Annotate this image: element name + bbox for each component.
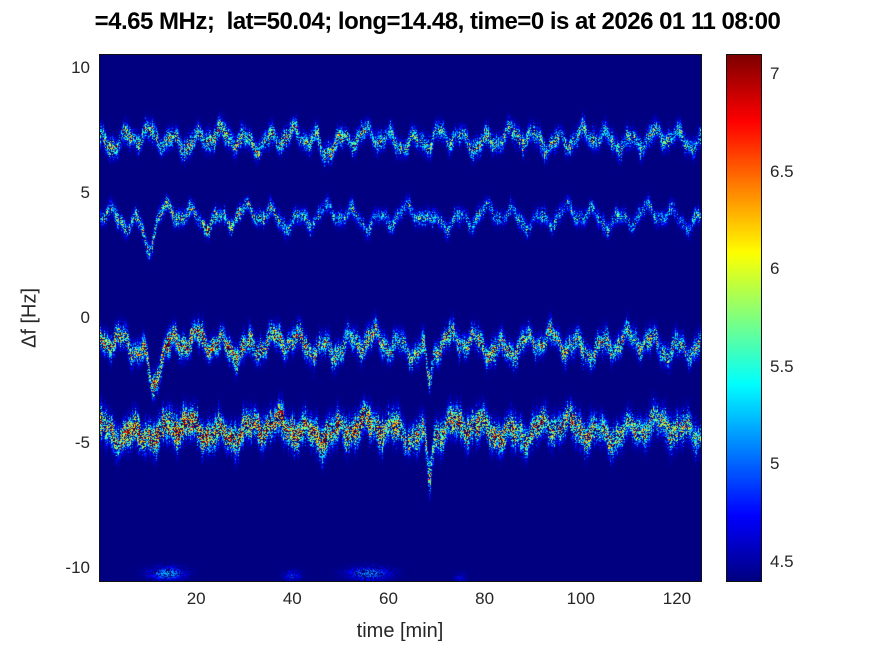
y-tick-label: 10 (71, 57, 90, 77)
y-axis-label: Δf [Hz] (18, 287, 41, 349)
x-tick-label: 120 (662, 589, 692, 608)
y-tick-label: 0 (80, 308, 90, 327)
x-tick-label: 100 (566, 589, 595, 608)
colorbar-tick-label: 4.5 (770, 551, 794, 571)
colorbar-tick-label: 5.5 (770, 356, 794, 376)
y-tick-label: -10 (65, 558, 90, 578)
colorbar-tick-label: 7 (770, 64, 780, 84)
x-tick-label: 80 (475, 589, 495, 608)
x-tick-label: 20 (186, 589, 206, 608)
x-axis-label: time [min] (356, 620, 444, 642)
y-tick-label: -5 (74, 433, 90, 453)
y-tick-label: 5 (80, 182, 90, 202)
heatmap-plot (99, 54, 702, 582)
x-tick-label: 60 (379, 589, 398, 608)
colorbar-tick-label: 6.5 (770, 161, 794, 181)
chart-title: =4.65 MHz; lat=50.04; long=14.48, time=0… (94, 8, 781, 35)
colorbar-tick-label: 5 (770, 454, 780, 474)
x-tick-label: 40 (282, 589, 302, 608)
colorbar-tick-label: 6 (770, 259, 780, 279)
colorbar-canvas (726, 54, 762, 582)
